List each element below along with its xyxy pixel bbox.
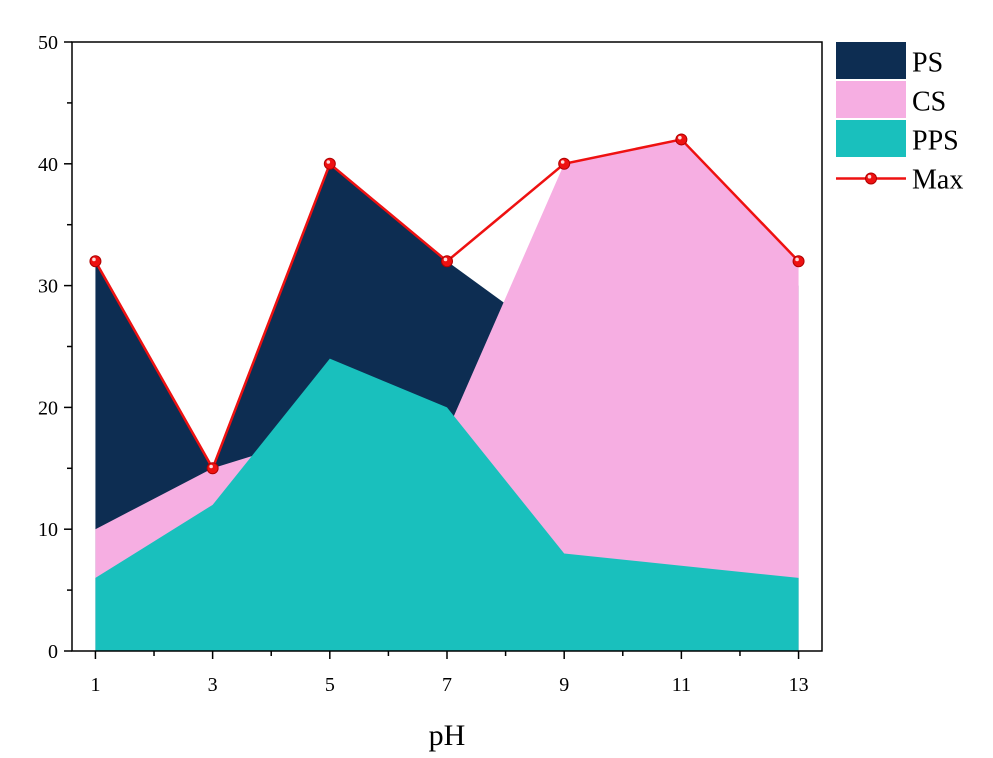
y-tick-label: 30 — [38, 276, 58, 298]
point-max — [441, 255, 453, 268]
area-pps — [95, 358, 799, 651]
x-axis-title: pH — [429, 719, 466, 752]
legend-label-max: Max — [912, 165, 963, 196]
point-highlight — [443, 257, 448, 262]
legend-label-pps: PPS — [912, 126, 959, 157]
y-tick-label: 50 — [38, 32, 58, 54]
x-axis: 1 3 5 7 9 11 13 — [90, 651, 809, 696]
point-max — [558, 157, 571, 170]
point-highlight — [209, 464, 213, 469]
y-axis: 0 10 20 30 40 50 — [38, 32, 72, 663]
max-series-group — [89, 133, 805, 475]
legend-marker — [865, 172, 877, 185]
x-tick-label: 13 — [789, 674, 809, 696]
point-max — [89, 255, 102, 268]
point-highlight — [92, 257, 96, 262]
legend: PS CS PPS Max — [836, 42, 963, 196]
y-tick-label: 20 — [38, 397, 58, 419]
legend-label-ps: PS — [912, 48, 943, 79]
point-highlight — [678, 135, 682, 140]
point-highlight — [560, 160, 565, 164]
y-tick-label: 10 — [38, 519, 58, 541]
point-max — [792, 255, 805, 268]
legend-swatch-pps — [836, 120, 906, 157]
legend-swatch-cs — [836, 81, 906, 118]
point-max — [206, 462, 219, 475]
x-tick-label: 3 — [208, 674, 218, 696]
point-highlight — [326, 160, 331, 164]
y-tick-label: 40 — [38, 154, 58, 176]
legend-marker-highlight — [867, 174, 872, 179]
x-tick-label: 1 — [90, 674, 100, 696]
x-tick-label: 9 — [559, 674, 569, 696]
point-max — [675, 133, 688, 146]
y-tick-label: 0 — [48, 641, 58, 663]
x-tick-label: 11 — [672, 674, 691, 696]
area-series-group — [95, 139, 799, 652]
x-tick-label: 5 — [325, 674, 335, 696]
point-highlight — [795, 257, 799, 262]
legend-label-cs: CS — [912, 87, 946, 118]
x-tick-label: 7 — [442, 674, 452, 696]
legend-swatch-ps — [836, 42, 906, 79]
point-max — [323, 157, 336, 170]
